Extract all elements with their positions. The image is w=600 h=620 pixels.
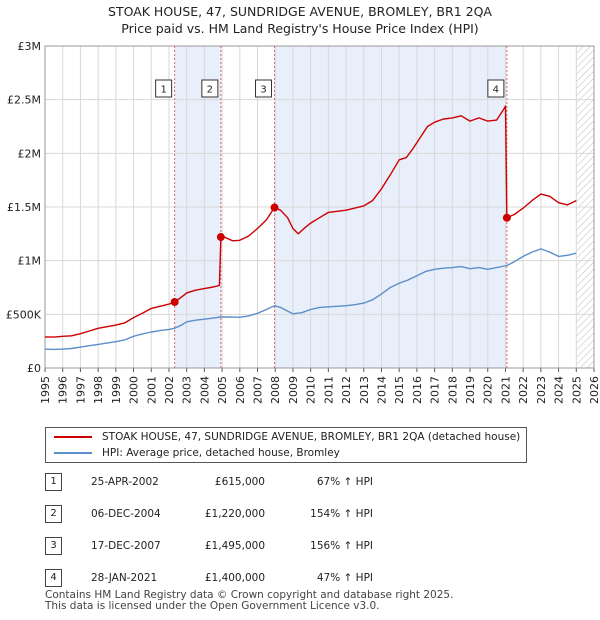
x-tick-label: 2007	[252, 376, 265, 404]
title-line-2: Price paid vs. HM Land Registry's House …	[121, 21, 479, 36]
sales-table-row: 2 06-DEC-2004 £1,220,000 154% ↑ HPI	[45, 505, 465, 523]
x-tick-label: 1999	[110, 376, 123, 404]
x-tick-label: 2020	[482, 376, 495, 404]
sale-price: £1,220,000	[204, 508, 265, 520]
sale-badge-label: 3	[260, 85, 266, 96]
sale-badge-label: 2	[207, 85, 213, 96]
x-tick-label: 2009	[287, 376, 300, 404]
x-tick-label: 2003	[181, 376, 194, 404]
legend-label-hpi: HPI: Average price, detached house, Brom…	[102, 447, 340, 459]
footer: Contains HM Land Registry data © Crown c…	[45, 590, 453, 612]
sale-badge-box	[201, 79, 219, 98]
sale-hpi-change: 154% ↑ HPI	[310, 508, 373, 520]
x-tick-label: 2013	[358, 376, 371, 404]
sale-hpi-change: 156% ↑ HPI	[310, 540, 373, 552]
x-tick-label: 2000	[128, 376, 141, 404]
sale-number-badge: 2	[45, 505, 62, 523]
x-tick-label: 2010	[305, 376, 318, 404]
y-tick-label: £2.5M	[7, 94, 41, 107]
footer-licence: This data is licensed under the Open Gov…	[45, 600, 380, 612]
x-tick-label: 2018	[446, 376, 459, 404]
sales-table-row: 4 28-JAN-2021 £1,400,000 47% ↑ HPI	[45, 569, 465, 587]
price-chart: 1995 1996 1997 1998 1999 2000 2001 2002 2003 2004…	[6, 40, 600, 404]
x-tick-label: 2004	[198, 376, 211, 404]
x-tick-label: 2026	[588, 376, 600, 404]
sale-date: 25-APR-2002	[91, 476, 159, 488]
sale-point	[170, 297, 179, 306]
x-tick-label: 2002	[163, 376, 176, 404]
hpi-series-line	[44, 248, 577, 351]
x-tick-label: 1998	[92, 376, 105, 404]
legend-label-property: STOAK HOUSE, 47, SUNDRIDGE AVENUE, BROML…	[102, 431, 521, 443]
legend: STOAK HOUSE, 47, SUNDRIDGE AVENUE, BROML…	[45, 427, 527, 463]
sale-badge-label: 1	[160, 85, 166, 96]
y-tick-label: £3M	[18, 40, 42, 53]
chart-title: STOAK HOUSE, 47, SUNDRIDGE AVENUE, BROML…	[0, 3, 600, 37]
sale-number-badge: 1	[45, 473, 62, 491]
sale-badge-label: 4	[493, 85, 499, 96]
x-tick-label: 2014	[375, 376, 388, 404]
x-tick-label: 2019	[464, 376, 477, 404]
sale-badge-box	[487, 79, 505, 98]
title-line-1: STOAK HOUSE, 47, SUNDRIDGE AVENUE, BROML…	[108, 4, 492, 19]
sale-price: £615,000	[214, 476, 265, 488]
x-tick-label: 2024	[553, 376, 566, 404]
footer-copyright: Contains HM Land Registry data © Crown c…	[45, 589, 454, 601]
y-tick-label: £2M	[18, 147, 42, 160]
y-tick-label: £500K	[6, 308, 42, 321]
sales-table-row: 3 17-DEC-2007 £1,495,000 156% ↑ HPI	[45, 537, 465, 555]
x-tick-label: 2006	[234, 376, 247, 404]
y-tick-label: £1.5M	[7, 201, 41, 214]
x-tick-label: 2001	[145, 376, 158, 404]
x-tick-label: 2022	[517, 376, 530, 404]
x-tick-label: 2011	[322, 376, 335, 404]
x-tick-label: 2012	[340, 376, 353, 404]
x-tick-label: 1995	[39, 376, 52, 404]
x-tick-label: 1997	[74, 376, 87, 404]
sale-date: 06-DEC-2004	[91, 508, 161, 520]
sale-price: £1,400,000	[204, 572, 265, 584]
legend-swatch-property	[54, 436, 92, 438]
y-tick-label: £0	[27, 362, 41, 375]
y-tick-label: £1M	[18, 255, 42, 268]
x-tick-label: 2021	[499, 376, 512, 404]
plot-frame	[44, 45, 595, 369]
sale-point	[216, 233, 225, 242]
x-tick-label: 2008	[269, 376, 282, 404]
sale-point	[270, 203, 279, 212]
sale-hpi-change: 47% ↑ HPI	[316, 572, 373, 584]
x-tick-label: 2025	[570, 376, 583, 404]
sale-price: £1,495,000	[204, 540, 265, 552]
sale-hpi-change: 67% ↑ HPI	[316, 476, 373, 488]
legend-swatch-hpi	[54, 452, 92, 454]
sale-date: 17-DEC-2007	[91, 540, 161, 552]
x-tick-label: 2017	[429, 376, 442, 404]
sale-date: 28-JAN-2021	[91, 572, 158, 584]
sale-point	[502, 213, 511, 222]
sale-number-badge: 4	[45, 569, 62, 587]
sale-badge-box	[255, 79, 273, 98]
x-tick-label: 2005	[216, 376, 229, 404]
x-tick-label: 1996	[57, 376, 70, 404]
x-tick-label: 2016	[411, 376, 424, 404]
x-tick-label: 2023	[535, 376, 548, 404]
sale-number-badge: 3	[45, 537, 62, 555]
property-series-line	[44, 105, 577, 338]
sales-table-row: 1 25-APR-2002 £615,000 67% ↑ HPI	[45, 473, 465, 491]
x-tick-label: 2015	[393, 376, 406, 404]
sale-badge-box	[155, 79, 173, 98]
